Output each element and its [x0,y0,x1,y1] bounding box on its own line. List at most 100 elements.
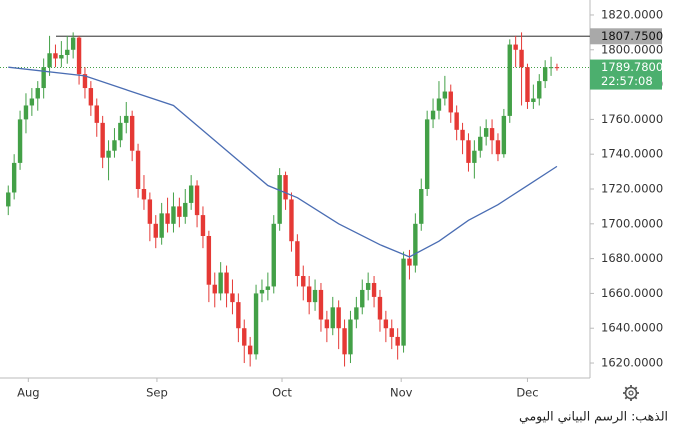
candle-body [247,345,253,355]
gear-teeth[interactable] [623,385,639,401]
candle-body [41,67,46,89]
candle-body [542,67,548,82]
candle-body [472,150,477,163]
x-tick-label: Aug [17,386,39,400]
y-tick-label: 1740.0000 [601,147,663,161]
candle-body [59,54,64,59]
candle-body [23,105,29,120]
candle-body [531,98,536,102]
candle-body [159,213,164,238]
candle-body [183,202,188,217]
candle-body [171,206,176,224]
candle-body [165,213,170,224]
candle-body [147,199,153,224]
candle-body [554,67,560,69]
resistance-label: 1807.7500 [601,29,663,43]
candle-body [295,241,300,277]
candle-body [354,307,359,320]
y-tick-label: 1640.0000 [601,321,663,335]
y-tick-label: 1760.0000 [601,112,663,126]
candle-body [206,235,212,285]
candle-body [495,140,501,155]
timer-label: 22:57:08 [601,74,653,88]
y-tick-label: 1720.0000 [601,182,663,196]
candle-body [29,98,35,106]
candle-body [94,105,99,123]
candle-body [436,98,442,111]
candle-body [442,91,448,99]
candle-body [200,215,206,236]
candle-body [413,223,418,266]
candle-body [371,282,377,297]
candle-body [82,74,88,89]
candle-body [448,91,453,113]
y-tick-label: 1660.0000 [601,286,663,300]
settings-icon[interactable] [623,385,639,401]
candle-body [348,319,353,355]
y-tick-label: 1680.0000 [601,251,663,265]
candle-body [277,175,282,224]
candle-body [224,272,229,294]
caption: الذهب: الرسم البياني اليومي [519,409,668,425]
candle-body [112,140,117,151]
candle-body [430,110,436,120]
candle-body [271,223,276,287]
y-tick-label: 1800.0000 [601,42,663,56]
last-price-label: 1789.7800 [601,60,663,74]
candle-body [259,289,265,294]
candle-body [218,272,223,294]
candle-body [106,150,111,158]
candle-body [118,122,123,141]
candle-body [460,129,465,141]
candle-body [35,88,40,99]
candle-body [17,119,23,163]
candle-body [336,307,341,329]
candle-body [548,67,554,69]
candle-body [70,37,76,50]
candle-body [478,136,483,151]
candle-body [330,307,335,329]
candle-body [407,258,412,266]
candle-body [212,284,217,294]
candle-body [519,49,524,68]
candle-body [301,276,306,287]
candle-body [318,289,324,320]
candle-body [76,37,82,75]
last-price-box [590,59,662,90]
x-tick-label: Oct [272,386,292,400]
candle-body [324,319,330,329]
candle-body [53,53,58,59]
candle-body [230,293,235,303]
candle-body [507,44,512,116]
candle-body [65,49,70,55]
candle-body [194,185,200,216]
candle-body [253,293,259,355]
y-tick-label: 1820.0000 [601,7,663,21]
candle-body [242,328,247,346]
candle-body [124,115,129,123]
candle-body [489,128,495,141]
candle-body [513,44,518,50]
gear-hub[interactable] [628,390,634,396]
candle-body [306,286,312,303]
moving-average [8,66,558,258]
candle-body [100,122,105,158]
gear-ring[interactable] [624,386,638,400]
resistance-box [590,28,662,45]
candle-body [236,302,241,329]
candle-body [483,128,489,137]
x-tick-label: Dec [516,386,538,400]
y-tick-label: 1700.0000 [601,216,663,230]
candle-body [419,189,424,224]
candle-body [88,88,94,106]
candle-body [312,289,318,303]
candle-body [135,150,141,189]
candle-body [177,206,182,217]
x-tick-label: Nov [390,386,413,400]
candle-body [11,162,17,193]
x-tick-label: Sep [146,386,168,400]
candle-body [466,140,471,163]
candle-body [501,115,507,155]
